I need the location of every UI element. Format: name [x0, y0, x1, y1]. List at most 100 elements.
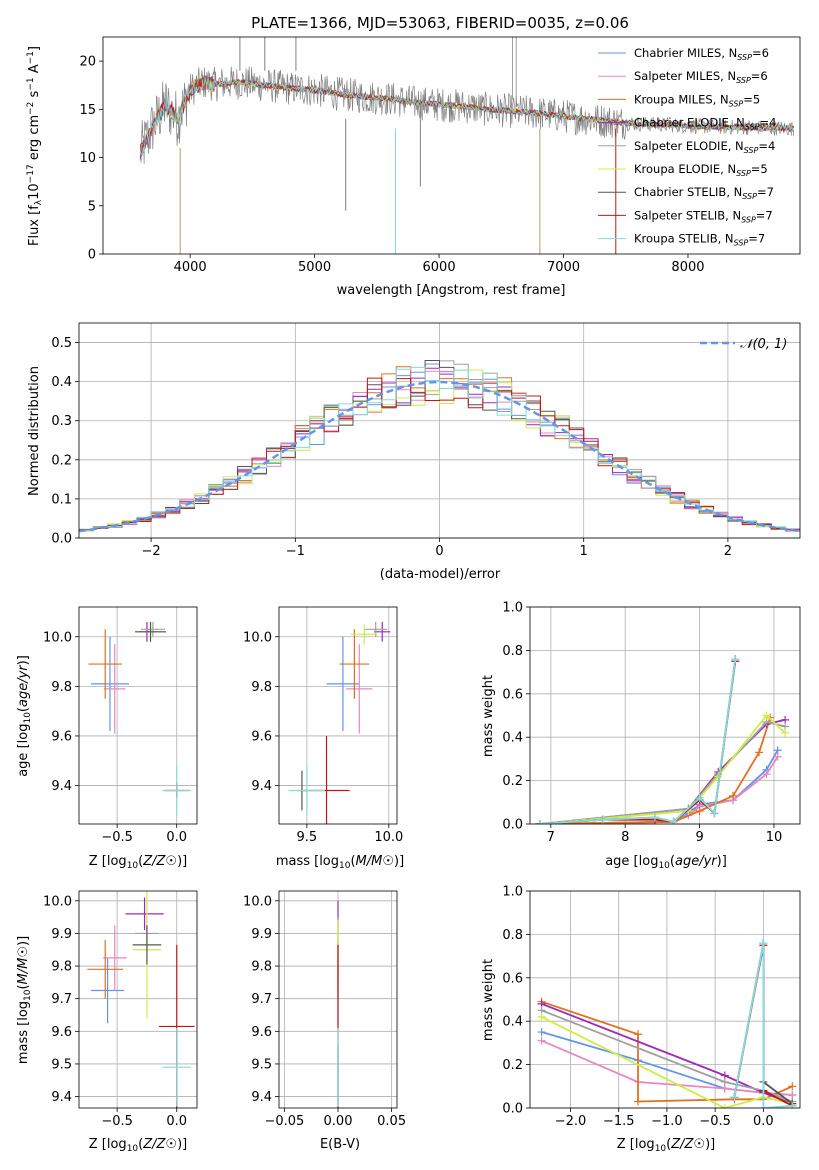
plot-area — [288, 621, 391, 824]
legend-label-part: Kroupa MILES, N — [634, 92, 729, 106]
histogram-step — [79, 366, 800, 531]
x-axis-label: wavelength [Angstrom, rest frame] — [337, 283, 566, 298]
x-axis-label-part: ( — [138, 1137, 143, 1152]
y-tick-label: 9.8 — [51, 960, 72, 975]
y-tick-label: 10.0 — [43, 894, 72, 909]
x-tick-label: −1.5 — [603, 1114, 635, 1129]
y-axis-label-part: 10 — [27, 183, 42, 200]
series-line — [733, 942, 793, 1108]
x-tick-label: 9 — [695, 830, 703, 845]
series-marker — [720, 1077, 729, 1086]
legend-label-part: SSP — [734, 239, 749, 248]
y-tick-label: 0.3 — [51, 414, 72, 429]
normal-curve — [79, 380, 800, 533]
panel-spectrum: 4000 5000 6000 7000 8000 0 5 10 15 20 PLATE=1366, … — [26, 14, 801, 298]
y-tick-label: 9.6 — [251, 1025, 272, 1040]
model-spectrum — [139, 76, 794, 156]
x-axis-label: Z [log10​(Z/Z☉)] — [617, 1137, 715, 1154]
y-tick-label: 0.2 — [51, 453, 72, 468]
y-tick-label: 9.9 — [251, 927, 272, 942]
x-axis-label-part: 10 — [655, 1144, 667, 1154]
axes-frame — [529, 606, 801, 825]
histogram-step — [79, 377, 800, 531]
axes-frame — [529, 890, 801, 1109]
axes-frame — [78, 890, 198, 1109]
series-marker — [537, 1028, 546, 1037]
legend-label: Salpeter STELIB, NSSP​=7 — [634, 208, 773, 224]
y-tick-label: 0.8 — [502, 644, 523, 659]
series-marker — [755, 748, 764, 757]
y-axis-label: mass weight — [481, 675, 496, 757]
legend-label-part: Kroupa ELODIE, N — [634, 162, 736, 176]
x-tick-label: −0.05 — [264, 1114, 304, 1129]
series-marker — [650, 813, 659, 822]
legend-label-part: =6 — [752, 46, 769, 60]
x-axis-label-part: ( — [350, 854, 355, 869]
x-axis-label-part: Z/Z☉ — [142, 1137, 177, 1152]
legend-label-part: SSP — [736, 169, 751, 178]
legend-label-part: Salpeter STELIB, N — [634, 208, 741, 222]
y-tick-label: 15 — [79, 103, 96, 118]
y-axis-label-part: −1 — [26, 51, 36, 64]
x-tick-label: 7 — [547, 830, 555, 845]
x-tick-label: 0.0 — [166, 830, 187, 845]
histogram-step — [79, 369, 800, 532]
x-tick-label: 7000 — [547, 260, 580, 275]
y-tick-label: 9.8 — [51, 680, 72, 695]
y-axis-label-part: age/yr — [16, 664, 31, 707]
y-tick-label: 9.9 — [51, 927, 72, 942]
y-tick-label: 0.6 — [502, 687, 523, 702]
legend-label: Salpeter MILES, NSSP​=6 — [634, 69, 768, 85]
legend-label: 𝒩(0, 1) — [740, 337, 787, 352]
y-axis-label-part: λ — [34, 199, 44, 205]
x-axis-label-part: 10 — [127, 1144, 139, 1154]
y-tick-label: 10 — [79, 151, 96, 166]
y-axis-label-part: age [log — [16, 724, 31, 777]
y-tick-label: 1.0 — [502, 601, 523, 616]
x-axis-label-part: 10 — [127, 861, 139, 871]
y-tick-label: 0.6 — [502, 971, 523, 986]
y-axis-label-part: M/M☉ — [16, 946, 31, 984]
legend-label-part: SSP — [737, 53, 752, 62]
y-tick-label: 0.0 — [502, 1102, 523, 1117]
legend-label-part: =7 — [748, 232, 765, 246]
x-axis-label-part: )] — [177, 854, 187, 869]
y-axis-label-part: 10 — [23, 989, 33, 1001]
legend-label-part: =5 — [751, 162, 768, 176]
x-axis-label-part: mass [log — [276, 854, 339, 869]
panel-mass-vs-ebv: −0.05 0.00 0.05 9.4 9.5 9.6 9.7 9.8 9.9 10.0 E(B-V… — [243, 890, 406, 1152]
y-tick-label: 0.4 — [502, 731, 523, 746]
x-tick-label: 2 — [724, 544, 732, 559]
plot-area — [535, 655, 790, 824]
x-tick-label: −0.5 — [101, 1114, 133, 1129]
y-tick-label: 9.4 — [51, 1090, 72, 1105]
legend-label-part: SSP — [729, 99, 744, 108]
y-tick-label: 0.8 — [502, 928, 523, 943]
legend-label-part: Chabrier MILES, N — [634, 46, 737, 60]
y-tick-label: 0.5 — [51, 336, 72, 351]
legend-label-part: Kroupa STELIB, N — [634, 232, 734, 246]
panel-massweight-vs-z: −2.0 −1.5 −1.0 −0.5 0.0 0.0 0.2 0.4 0.6 0.8 1.0 Z [… — [481, 885, 801, 1154]
y-tick-label: 9.6 — [51, 1025, 72, 1040]
x-axis-label-part: Z [log — [89, 1137, 127, 1152]
legend-label-part: SSP — [744, 146, 759, 155]
y-tick-label: 0.4 — [51, 375, 72, 390]
legend-label: Chabrier ELODIE, NSSP​=4 — [634, 116, 776, 132]
y-tick-label: 10.0 — [243, 894, 272, 909]
legend-label-part: Chabrier ELODIE, N — [634, 116, 745, 130]
series-marker — [731, 655, 740, 664]
x-tick-label: 6000 — [423, 260, 456, 275]
x-axis-label-part: )] — [705, 1137, 715, 1152]
y-tick-label: 10.0 — [43, 630, 72, 645]
x-axis-label-part: ( — [670, 854, 675, 869]
series-line — [541, 1009, 793, 1103]
legend-label-part: SSP — [741, 215, 756, 224]
x-tick-label: 10.0 — [374, 830, 403, 845]
x-tick-label: −0.5 — [101, 830, 133, 845]
y-axis-label-part: ] — [27, 46, 42, 51]
series-marker — [537, 1036, 546, 1045]
panel-massweight-vs-age: 7 8 9 10 0.0 0.2 0.4 0.6 0.8 1.0 age [log10​(age/y… — [481, 601, 801, 871]
y-axis-label: Flux [fλ​10−17​ erg cm−2​ s−1​ A−1​] — [26, 46, 44, 246]
